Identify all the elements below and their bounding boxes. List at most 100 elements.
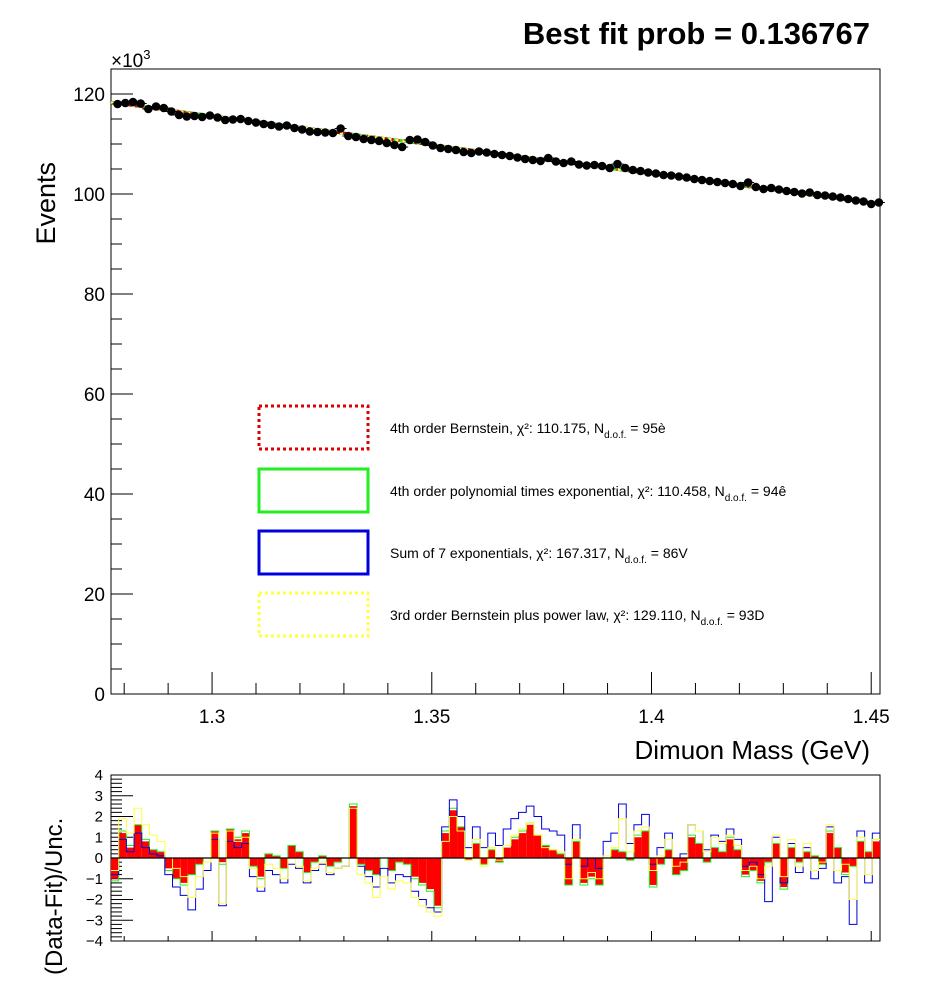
residual-bar	[749, 858, 757, 871]
data-points	[111, 97, 885, 209]
residual-bar	[695, 843, 704, 858]
legend: 4th order Bernstein, χ²: 110.175, Nd.o.f…	[257, 404, 786, 638]
residual-bar	[756, 858, 765, 881]
residual-bar	[541, 845, 550, 858]
data-point	[151, 102, 161, 111]
y-tick-label: 100	[73, 185, 105, 206]
data-point	[520, 154, 530, 164]
residual-bar	[726, 839, 734, 858]
data-point	[136, 99, 145, 108]
residual-bar	[841, 858, 850, 873]
residual-bar	[126, 847, 135, 858]
data-point	[513, 153, 522, 162]
residual-bar	[564, 858, 573, 885]
res-y-tick-label: 2	[95, 809, 103, 826]
data-point	[490, 149, 499, 159]
residual-bar	[656, 858, 665, 865]
residual-bar	[318, 855, 327, 858]
data-point	[182, 112, 192, 121]
res-y-tick-label: 0	[95, 850, 103, 867]
residual-bar	[410, 858, 419, 877]
residual-bar	[772, 843, 781, 858]
data-point	[228, 115, 238, 124]
data-point	[374, 136, 384, 146]
data-point	[443, 144, 453, 154]
data-point	[651, 169, 661, 178]
legend-swatch	[257, 529, 370, 576]
residual-bar	[249, 858, 258, 867]
data-point	[113, 99, 122, 109]
residual-bar	[833, 847, 842, 858]
residual-bar	[580, 858, 588, 883]
data-point	[751, 182, 761, 192]
residual-outline-yellow	[111, 807, 880, 917]
residual-bar	[218, 858, 227, 863]
data-point	[367, 135, 376, 145]
res-y-tick-label: 3	[95, 788, 103, 805]
data-point	[536, 156, 545, 166]
data-point	[551, 157, 561, 166]
residual-bar	[518, 833, 527, 858]
data-point	[128, 97, 138, 107]
data-point	[843, 194, 853, 204]
data-point	[643, 168, 653, 177]
data-point	[851, 196, 861, 205]
data-point	[359, 134, 368, 144]
data-point	[528, 155, 538, 165]
residual-bar	[572, 841, 581, 858]
data-point	[574, 160, 584, 169]
data-point	[659, 170, 668, 180]
data-point	[451, 145, 461, 155]
data-point	[636, 166, 645, 176]
data-point	[590, 160, 599, 170]
y-exponent-power: 3	[143, 47, 150, 62]
data-point	[559, 158, 568, 168]
data-point	[459, 147, 468, 157]
residual-bar	[703, 858, 711, 863]
data-point	[836, 193, 845, 202]
residual-bar	[718, 851, 727, 858]
residual-bar	[764, 858, 773, 863]
data-point	[620, 163, 630, 173]
residual-bar	[118, 833, 127, 858]
data-point	[259, 119, 269, 129]
data-point	[613, 159, 622, 169]
residual-bar	[141, 841, 150, 858]
data-point	[390, 140, 399, 150]
data-point	[290, 123, 299, 133]
data-point	[336, 124, 345, 133]
data-point	[582, 161, 591, 170]
data-point	[420, 137, 430, 147]
x-tick-label: 1.45	[853, 707, 890, 728]
x-tick-label: 1.35	[413, 707, 450, 728]
residual-bar	[441, 833, 450, 858]
residual-bar	[433, 858, 442, 906]
data-point	[820, 191, 830, 200]
residual-bar	[733, 849, 742, 858]
residual-bar	[472, 843, 481, 858]
data-point	[474, 147, 484, 156]
residual-bar	[457, 826, 465, 858]
data-point	[705, 176, 715, 186]
residual-bar	[310, 858, 319, 863]
residual-bar	[372, 858, 381, 875]
data-point	[167, 107, 176, 116]
data-point	[497, 150, 507, 160]
residual-bar	[533, 835, 542, 858]
legend-entry: Sum of 7 exponentials, χ²: 167.317, Nd.o…	[390, 545, 688, 566]
residual-bar	[803, 851, 811, 858]
residual-bar	[234, 839, 242, 858]
residual-bar	[257, 858, 265, 877]
residual-bar	[395, 858, 404, 863]
data-point	[174, 110, 184, 120]
data-point	[874, 198, 884, 207]
data-point	[782, 186, 791, 196]
main-axis-ticks	[111, 93, 872, 695]
residual-bar	[403, 858, 411, 865]
data-point	[828, 192, 838, 201]
residual-bar	[864, 851, 873, 858]
data-point	[436, 143, 445, 153]
residual-bar	[710, 847, 719, 858]
data-point	[328, 128, 338, 138]
